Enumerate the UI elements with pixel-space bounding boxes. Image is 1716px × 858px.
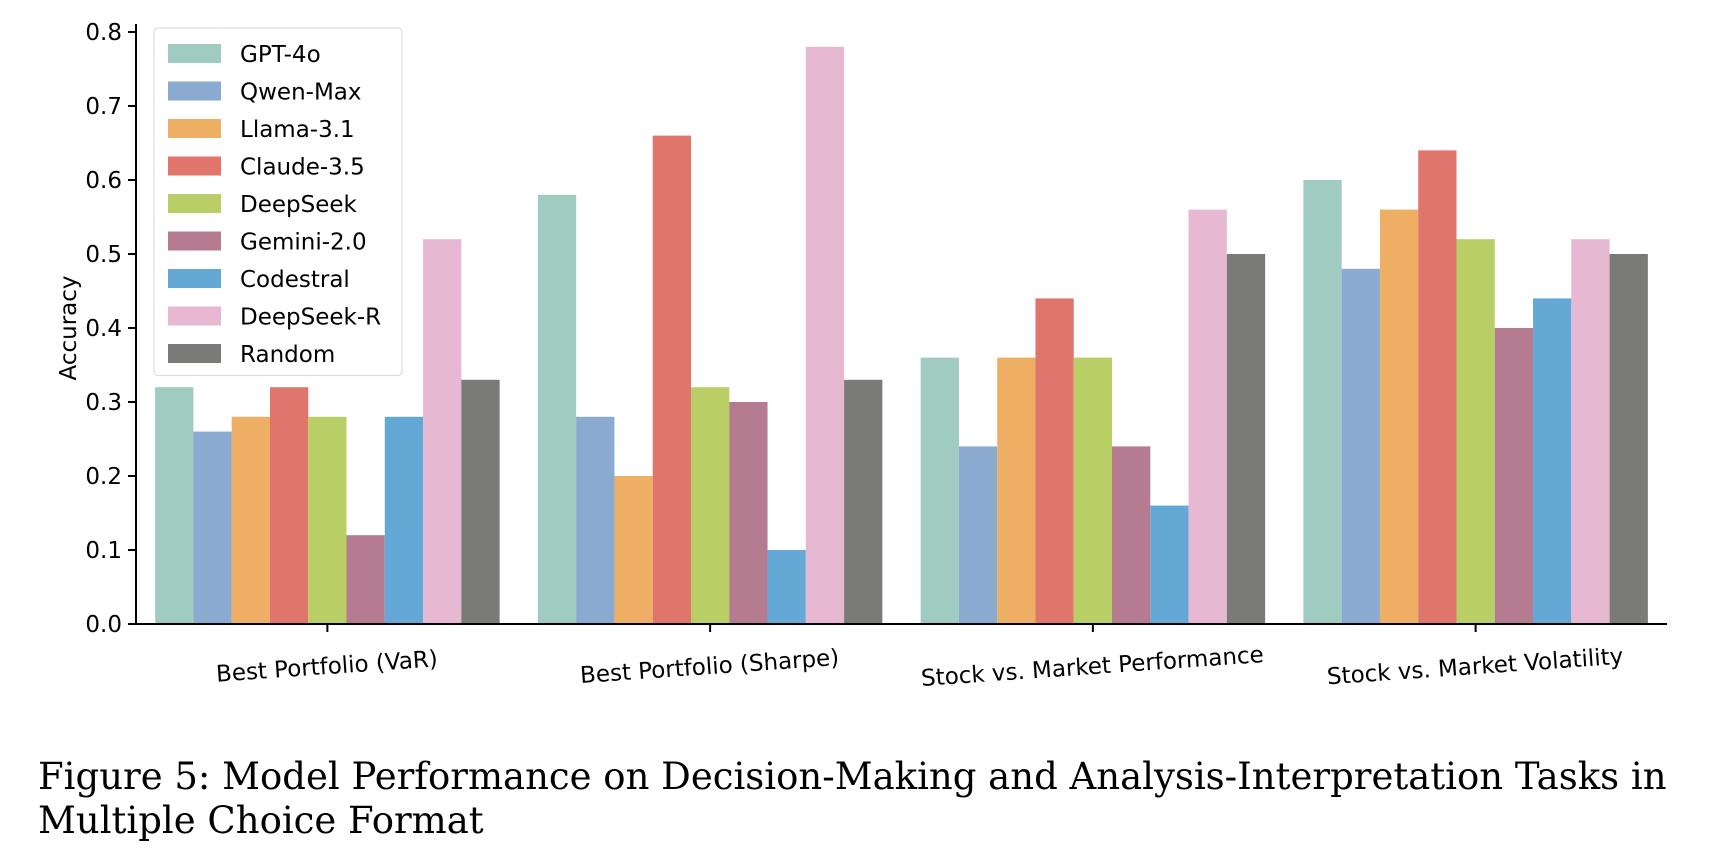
bar-deepseek-r-3 bbox=[1188, 209, 1227, 624]
legend-label: Codestral bbox=[240, 267, 350, 293]
bar-deepseek-r-1 bbox=[423, 239, 462, 624]
legend-label: Claude-3.5 bbox=[240, 155, 365, 181]
bar-claude-3-5-2 bbox=[652, 135, 691, 624]
bar-codestral-4 bbox=[1533, 298, 1572, 624]
legend: GPT-4o Qwen-Max Llama-3.1 Claude-3.5 DeepSee… bbox=[153, 27, 403, 377]
figure-caption: Figure 5: Model Performance on Decision-… bbox=[38, 755, 1667, 842]
bar-random-2 bbox=[844, 379, 883, 624]
x-tick-label: Stock vs. Market Performance bbox=[920, 642, 1264, 692]
bar-qwen-max-3 bbox=[958, 446, 998, 624]
y-tick-label: 0.0 bbox=[85, 612, 122, 638]
legend-swatch-deepseek-r bbox=[168, 306, 221, 326]
legend-swatch-llama-3-1 bbox=[168, 119, 221, 138]
bar-deepseek-r-2 bbox=[805, 46, 845, 625]
bar-gpt-4o-3 bbox=[920, 357, 959, 624]
y-tick-label: 0.7 bbox=[85, 94, 122, 120]
legend-label: Random bbox=[240, 342, 335, 368]
bar-codestral-1 bbox=[384, 416, 424, 624]
x-tick-label: Best Portfolio (VaR) bbox=[215, 646, 438, 687]
bar-claude-3-5-1 bbox=[269, 387, 309, 624]
legend-swatch-deepseek bbox=[168, 194, 221, 213]
legend-swatch-codestral bbox=[168, 269, 221, 288]
bar-qwen-max-2 bbox=[576, 416, 615, 624]
bar-llama-3-1-2 bbox=[614, 476, 653, 624]
bar-llama-3-1-4 bbox=[1379, 209, 1419, 624]
bar-random-3 bbox=[1226, 254, 1266, 624]
legend-swatch-gpt-4o bbox=[168, 44, 221, 63]
bar-random-1 bbox=[461, 379, 500, 624]
legend-label: DeepSeek-R bbox=[240, 305, 381, 331]
bar-deepseek-4 bbox=[1456, 239, 1495, 624]
legend-label: GPT-4o bbox=[240, 42, 321, 68]
bar-gemini-2-0-4 bbox=[1494, 328, 1534, 624]
bar-gemini-2-0-1 bbox=[346, 535, 385, 624]
y-tick-label: 0.5 bbox=[85, 242, 122, 268]
bar-gpt-4o-1 bbox=[155, 387, 194, 624]
legend-label: Gemini-2.0 bbox=[240, 230, 367, 256]
legend-label: DeepSeek bbox=[240, 192, 358, 218]
bar-codestral-3 bbox=[1150, 505, 1189, 624]
bars-layer bbox=[155, 46, 1648, 625]
x-tick-label: Best Portfolio (Sharpe) bbox=[579, 645, 840, 689]
bar-deepseek-r-4 bbox=[1571, 239, 1610, 624]
legend-swatch-random bbox=[168, 344, 221, 363]
bar-deepseek-2 bbox=[690, 387, 730, 624]
y-tick-label: 0.8 bbox=[85, 20, 122, 46]
bar-chart: 0.0 0.1 0.2 0.3 0.4 0.5 0.6 0.7 0.8 Accuracy Best … bbox=[56, 20, 1667, 692]
y-tick-label: 0.3 bbox=[85, 390, 122, 416]
bar-gemini-2-0-3 bbox=[1112, 446, 1151, 624]
x-tick-label: Stock vs. Market Volatility bbox=[1326, 644, 1624, 691]
bar-claude-3-5-3 bbox=[1035, 298, 1074, 624]
bar-gpt-4o-2 bbox=[537, 194, 577, 625]
legend-swatch-claude-3-5 bbox=[168, 156, 221, 176]
y-tick-label: 0.4 bbox=[85, 316, 122, 342]
bar-gpt-4o-4 bbox=[1303, 180, 1342, 624]
legend-swatch-qwen-max bbox=[168, 81, 221, 101]
bar-random-4 bbox=[1609, 254, 1648, 624]
y-tick-label: 0.1 bbox=[85, 538, 122, 564]
bar-llama-3-1-3 bbox=[997, 357, 1036, 624]
y-tick-label: 0.2 bbox=[85, 464, 122, 490]
bar-codestral-2 bbox=[767, 550, 806, 624]
bar-deepseek-3 bbox=[1073, 357, 1113, 624]
bar-claude-3-5-4 bbox=[1418, 150, 1457, 624]
y-tick-label: 0.6 bbox=[85, 168, 122, 194]
bar-llama-3-1-1 bbox=[231, 416, 270, 624]
bar-gemini-2-0-2 bbox=[729, 402, 768, 624]
legend-frame bbox=[153, 27, 403, 377]
bar-deepseek-1 bbox=[308, 416, 347, 624]
legend-swatch-gemini-2-0 bbox=[168, 231, 221, 251]
y-axis-label: Accuracy bbox=[56, 275, 82, 380]
legend-label: Qwen-Max bbox=[240, 80, 362, 106]
bar-qwen-max-1 bbox=[193, 431, 232, 624]
legend-label: Llama-3.1 bbox=[240, 117, 355, 143]
bar-qwen-max-4 bbox=[1341, 268, 1380, 624]
